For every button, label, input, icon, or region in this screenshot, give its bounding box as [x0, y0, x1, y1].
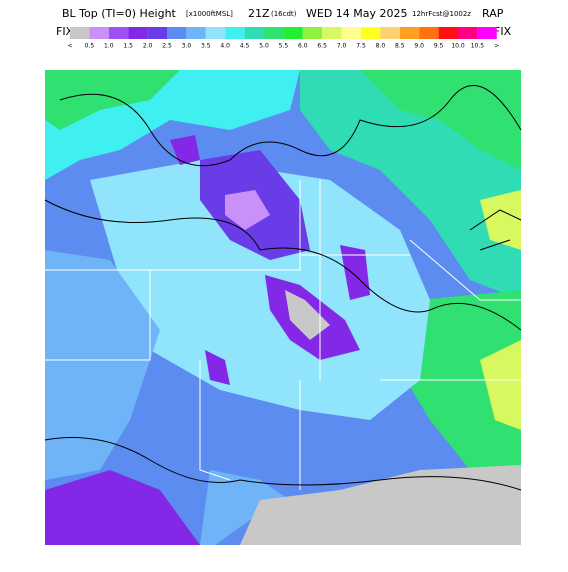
legend-swatch: [322, 27, 342, 39]
patch-purple-sw: [45, 470, 200, 545]
title-main: BL Top (TI=0) Height: [62, 7, 177, 20]
patch-purple-n: [170, 135, 200, 165]
field-lime: [480, 340, 521, 430]
legend-swatch: [70, 27, 90, 39]
field-coast: [200, 470, 290, 545]
field-yellow: [480, 190, 521, 250]
legend-label: 5.5: [279, 43, 289, 50]
legend-swatch: [128, 27, 148, 39]
title-time: 21Z: [248, 7, 270, 20]
legend-swatch: [108, 27, 129, 39]
legend-label: 7.0: [337, 43, 347, 50]
legend-label: 10.5: [471, 43, 485, 50]
legend-label: 9.0: [414, 43, 424, 50]
legend: <0.5 1.0 1.5 2.0 2.5 3.0 3.5 4.0 4.5 5.0 5.5 6.0 6.5…: [67, 27, 499, 50]
title-model: RAP: [482, 7, 504, 20]
gulf: [240, 465, 521, 545]
legend-label: 5.0: [259, 43, 269, 50]
field-lightblue: [45, 250, 160, 480]
legend-label: <: [67, 43, 72, 50]
patch-purple-s: [205, 350, 230, 385]
legend-label: 8.0: [376, 43, 386, 50]
patch-gray: [285, 290, 330, 340]
legend-swatch: [380, 27, 400, 39]
legend-swatch: [283, 27, 303, 39]
legend-swatch: [89, 27, 109, 39]
patch-lavender: [225, 190, 270, 230]
legend-swatch: [147, 27, 167, 39]
legend-label: 4.5: [240, 43, 250, 50]
legend-swatch: [419, 27, 439, 39]
legend-label: 8.5: [395, 43, 405, 50]
map: [44, 70, 522, 545]
title-run: 12hrFcst@1002z: [412, 10, 471, 18]
legend-label: 6.5: [317, 43, 327, 50]
legend-label: 10.0: [451, 43, 465, 50]
legend-left-label: FIX: [56, 25, 74, 38]
title: BL Top (TI=0) Height [x1000ftMSL] 21Z (1…: [62, 7, 504, 20]
legend-swatch: [225, 27, 245, 39]
legend-label: 7.5: [356, 43, 366, 50]
legend-label: 4.0: [220, 43, 230, 50]
patch-purple-c: [340, 245, 370, 300]
borders: [45, 180, 521, 490]
legend-swatch: [458, 27, 478, 39]
legend-swatch: [341, 27, 361, 39]
legend-swatch: [244, 27, 264, 39]
legend-label: 9.5: [434, 43, 444, 50]
legend-label: >: [494, 43, 499, 50]
legend-label: 6.0: [298, 43, 308, 50]
legend-label: 1.5: [123, 43, 133, 50]
legend-label: 3.5: [201, 43, 211, 50]
contours: [44, 84, 522, 491]
field-lightcyan: [90, 160, 430, 420]
title-date: WED 14 May 2025: [306, 7, 408, 20]
legend-swatch: [361, 27, 381, 39]
legend-swatch: [438, 27, 458, 39]
legend-right-label: FIX: [494, 25, 512, 38]
legend-swatch: [477, 27, 497, 39]
legend-swatch: [186, 27, 206, 39]
legend-swatch: [399, 27, 420, 39]
title-units: [x1000ftMSL]: [186, 10, 233, 18]
title-local: (16cdt): [271, 10, 297, 18]
legend-swatch: [302, 27, 323, 39]
field-green-ne: [360, 70, 521, 170]
legend-label: 0.5: [85, 43, 95, 50]
legend-label: 1.0: [104, 43, 114, 50]
legend-label: 2.5: [162, 43, 172, 50]
legend-swatch: [167, 27, 187, 39]
legend-label: 2.0: [143, 43, 153, 50]
field-green: [45, 70, 180, 130]
legend-label: 3.0: [182, 43, 192, 50]
legend-swatch: [205, 27, 226, 39]
legend-swatch: [264, 27, 284, 39]
